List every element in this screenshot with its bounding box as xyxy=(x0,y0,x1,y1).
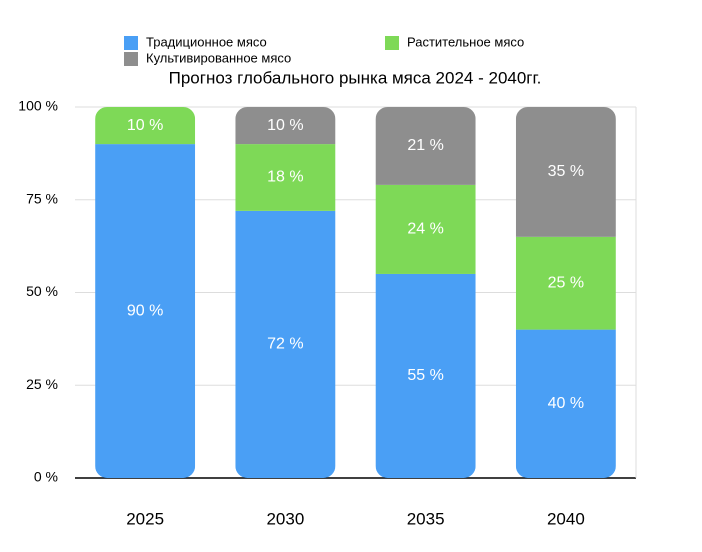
legend-label: Растительное мясо xyxy=(407,34,524,49)
bar-segment xyxy=(515,329,616,478)
chart-title: Прогноз глобального рынка мяса 2024 - 20… xyxy=(169,68,542,87)
bar-segment xyxy=(235,210,336,478)
bar-segment xyxy=(235,107,336,145)
value-label: 18 % xyxy=(267,169,303,186)
bar-group xyxy=(95,107,196,478)
legend-label: Культивированное мясо xyxy=(146,50,291,65)
value-label: 55 % xyxy=(407,367,443,384)
legend-swatch xyxy=(385,36,399,50)
y-tick-label: 75 % xyxy=(26,190,58,206)
bar-group xyxy=(375,107,476,478)
legend-swatch xyxy=(124,36,138,50)
bar-group xyxy=(515,107,616,478)
bar-group xyxy=(235,107,336,478)
x-tick-label: 2025 xyxy=(126,509,164,528)
value-label: 21 % xyxy=(407,137,443,154)
value-label: 24 % xyxy=(407,221,443,238)
bar-segment xyxy=(95,107,196,145)
value-label: 40 % xyxy=(548,395,584,412)
bar-segment xyxy=(515,107,616,237)
y-tick-label: 0 % xyxy=(34,469,58,485)
y-tick-label: 25 % xyxy=(26,376,58,392)
value-label: 72 % xyxy=(267,336,303,353)
value-label: 90 % xyxy=(127,302,163,319)
value-label: 35 % xyxy=(548,163,584,180)
legend-swatch xyxy=(124,52,138,66)
y-tick-label: 100 % xyxy=(18,98,58,114)
bar-segment xyxy=(375,184,476,274)
x-tick-label: 2030 xyxy=(266,509,304,528)
bar-segment xyxy=(95,144,196,478)
x-tick-label: 2040 xyxy=(547,509,585,528)
bar-segment xyxy=(515,236,616,330)
bar-segment xyxy=(375,273,476,478)
value-label: 25 % xyxy=(548,274,584,291)
legend-label: Традиционное мясо xyxy=(146,34,267,49)
bar-segment xyxy=(375,107,476,185)
x-tick-label: 2035 xyxy=(407,509,445,528)
value-label: 10 % xyxy=(127,117,163,134)
y-tick-label: 50 % xyxy=(26,283,58,299)
bar-segment xyxy=(235,144,336,211)
value-label: 10 % xyxy=(267,117,303,134)
